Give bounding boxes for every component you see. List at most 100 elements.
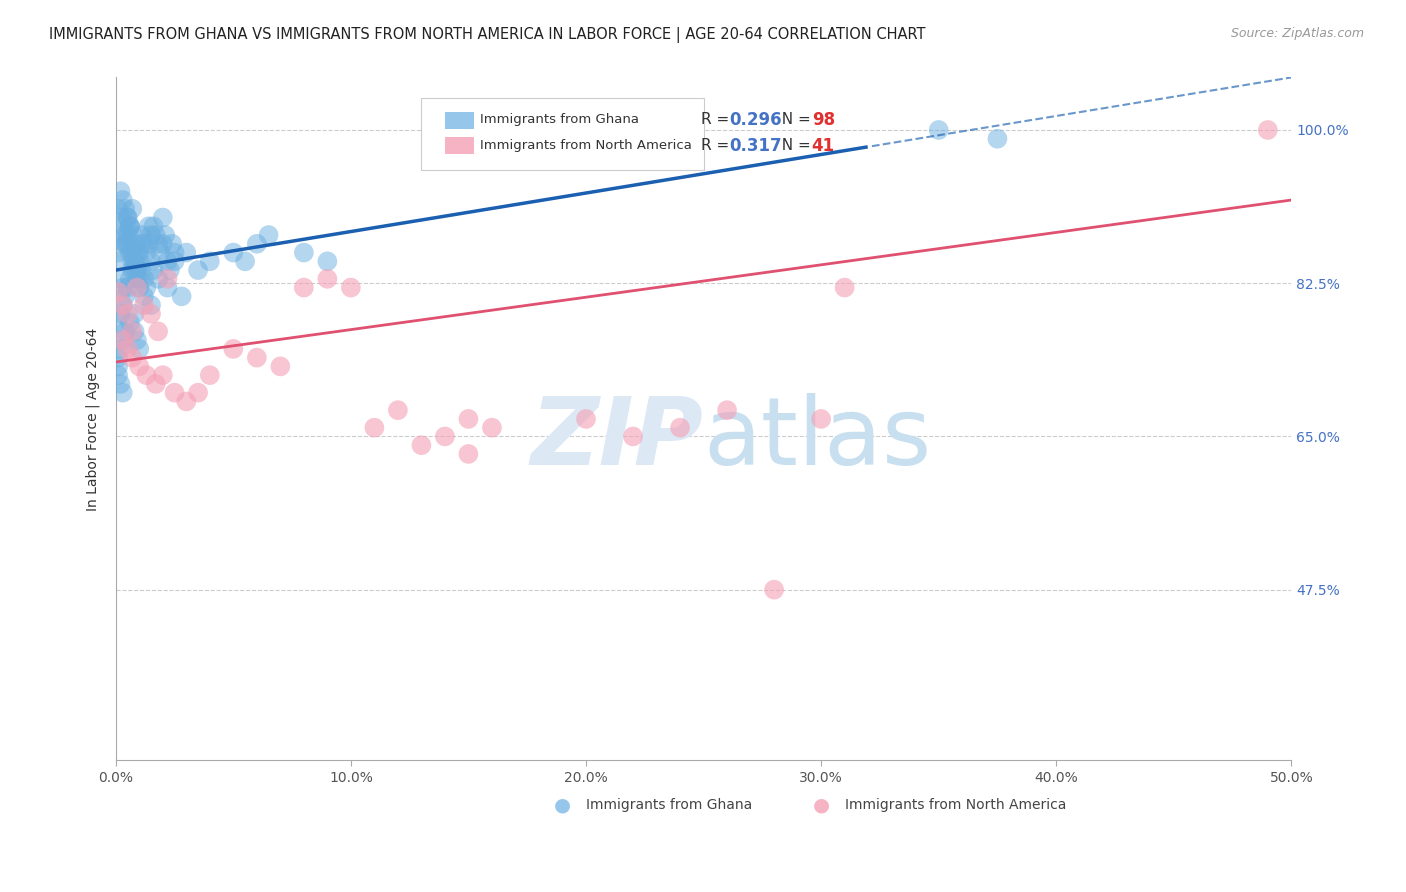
Y-axis label: In Labor Force | Age 20-64: In Labor Force | Age 20-64 [86, 327, 100, 510]
Point [152, 368, 174, 383]
Point [118, 245, 141, 260]
Point [107, 245, 129, 260]
Point [340, 280, 363, 294]
Point [124, 324, 146, 338]
Point [716, 403, 738, 417]
Point [118, 316, 141, 330]
Point [457, 447, 479, 461]
Point [132, 272, 155, 286]
Point [111, 333, 134, 347]
Point [292, 280, 315, 294]
Text: N =: N = [772, 138, 815, 153]
Point [121, 202, 143, 216]
Point [986, 132, 1008, 146]
Point [152, 236, 174, 251]
Text: 0.296: 0.296 [730, 111, 782, 128]
Point [121, 245, 143, 260]
Point [156, 272, 179, 286]
Text: 98: 98 [811, 111, 835, 128]
Point [114, 289, 136, 303]
Text: ●: ● [813, 796, 830, 814]
Point [163, 245, 186, 260]
Text: ●: ● [554, 796, 571, 814]
Point [139, 228, 162, 243]
Point [124, 263, 146, 277]
Point [110, 376, 132, 391]
Point [139, 307, 162, 321]
Point [138, 219, 160, 234]
Point [111, 228, 134, 243]
Point [117, 307, 139, 321]
Point [124, 307, 146, 321]
Point [128, 245, 150, 260]
Point [139, 298, 162, 312]
Point [156, 254, 179, 268]
Point [132, 236, 155, 251]
Point [117, 342, 139, 356]
Point [810, 412, 832, 426]
Point [110, 342, 132, 356]
Point [125, 333, 148, 347]
Point [117, 228, 139, 243]
Point [138, 236, 160, 251]
Point [763, 582, 786, 597]
Point [111, 193, 134, 207]
Text: R =: R = [702, 112, 734, 128]
Point [135, 368, 157, 383]
Point [110, 272, 132, 286]
Point [152, 211, 174, 225]
Point [142, 219, 165, 234]
FancyBboxPatch shape [444, 136, 474, 154]
Point [669, 420, 692, 434]
Point [118, 219, 141, 234]
Point [118, 272, 141, 286]
Text: Source: ZipAtlas.com: Source: ZipAtlas.com [1230, 27, 1364, 40]
Point [145, 376, 167, 391]
Point [124, 254, 146, 268]
Point [111, 280, 134, 294]
Point [110, 184, 132, 198]
Point [131, 228, 153, 243]
Point [146, 324, 169, 338]
Point [316, 272, 339, 286]
Point [107, 202, 129, 216]
Point [121, 351, 143, 365]
Point [1257, 123, 1279, 137]
Point [110, 307, 132, 321]
Point [153, 228, 176, 243]
Text: atlas: atlas [703, 393, 932, 485]
Point [176, 245, 198, 260]
Point [233, 254, 256, 268]
Point [457, 412, 479, 426]
Point [110, 254, 132, 268]
Point [121, 324, 143, 338]
Point [146, 272, 169, 286]
Point [246, 236, 269, 251]
Point [107, 351, 129, 365]
Point [292, 245, 315, 260]
Point [139, 254, 162, 268]
Point [269, 359, 291, 374]
Point [111, 298, 134, 312]
Point [433, 429, 456, 443]
Point [125, 263, 148, 277]
Point [114, 236, 136, 251]
Point [121, 254, 143, 268]
Text: Immigrants from North America: Immigrants from North America [845, 797, 1066, 812]
Point [198, 254, 221, 268]
Point [117, 236, 139, 251]
Point [107, 285, 129, 299]
Point [156, 280, 179, 294]
Point [387, 403, 409, 417]
Text: N =: N = [772, 112, 815, 128]
Point [107, 359, 129, 374]
Point [481, 420, 503, 434]
Point [128, 254, 150, 268]
Point [121, 228, 143, 243]
Point [246, 351, 269, 365]
Point [128, 280, 150, 294]
Point [222, 245, 245, 260]
Point [159, 263, 181, 277]
Point [142, 263, 165, 277]
Point [149, 245, 172, 260]
